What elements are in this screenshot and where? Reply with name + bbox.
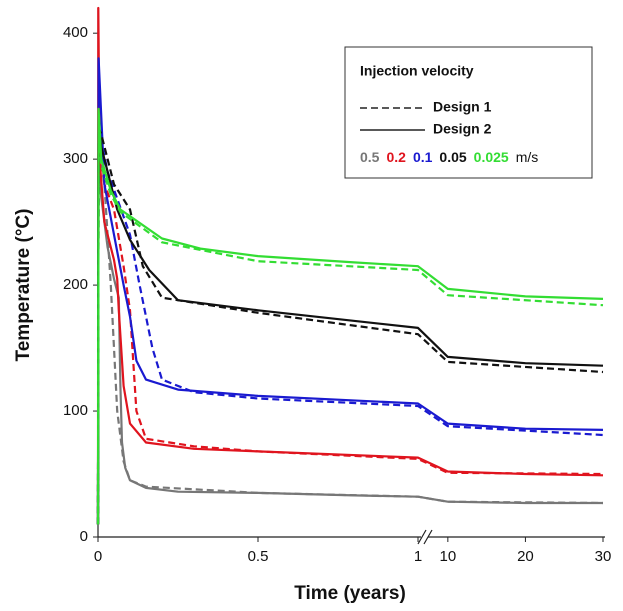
x-tick-label: 30 xyxy=(595,548,612,565)
y-tick-label: 0 xyxy=(80,528,88,545)
x-tick-label: 20 xyxy=(517,548,534,565)
legend-velocity: 0.2 xyxy=(386,149,406,165)
legend-velocity: 0.05 xyxy=(439,149,466,165)
series-line xyxy=(96,126,604,525)
legend-velocity: 0.025 xyxy=(474,149,509,165)
legend-title: Injection velocity xyxy=(360,63,474,79)
x-tick-label: 0 xyxy=(94,548,102,565)
series-line xyxy=(96,57,604,525)
series-line xyxy=(96,120,604,525)
legend-velocity: 0.1 xyxy=(413,149,433,165)
x-axis-title: Time (years) xyxy=(294,583,406,604)
series-line xyxy=(96,132,603,525)
axis-break xyxy=(423,529,433,545)
legend-box xyxy=(344,46,593,179)
y-axis-title: Temperature (°C) xyxy=(13,209,34,362)
y-tick-label: 400 xyxy=(63,24,88,41)
legend-velocity: 0.5 xyxy=(360,149,380,165)
series-line xyxy=(96,6,604,525)
x-tick-label: 1 xyxy=(414,548,422,565)
series-line xyxy=(96,145,604,525)
y-tick-label: 200 xyxy=(63,276,88,293)
legend-velocities: 0.5 0.2 0.1 0.05 0.025 m/s xyxy=(360,149,538,165)
x-tick-label: 0.5 xyxy=(248,548,269,565)
legend-unit: m/s xyxy=(516,149,539,165)
axis-break xyxy=(417,529,427,545)
x-tick-label: 10 xyxy=(439,548,456,565)
y-tick-label: 300 xyxy=(63,150,88,167)
series-line xyxy=(96,120,604,525)
y-tick-label: 100 xyxy=(63,402,88,419)
legend-label: Design 1 xyxy=(433,99,492,115)
series-line xyxy=(96,114,604,525)
legend-label: Design 2 xyxy=(433,121,492,137)
